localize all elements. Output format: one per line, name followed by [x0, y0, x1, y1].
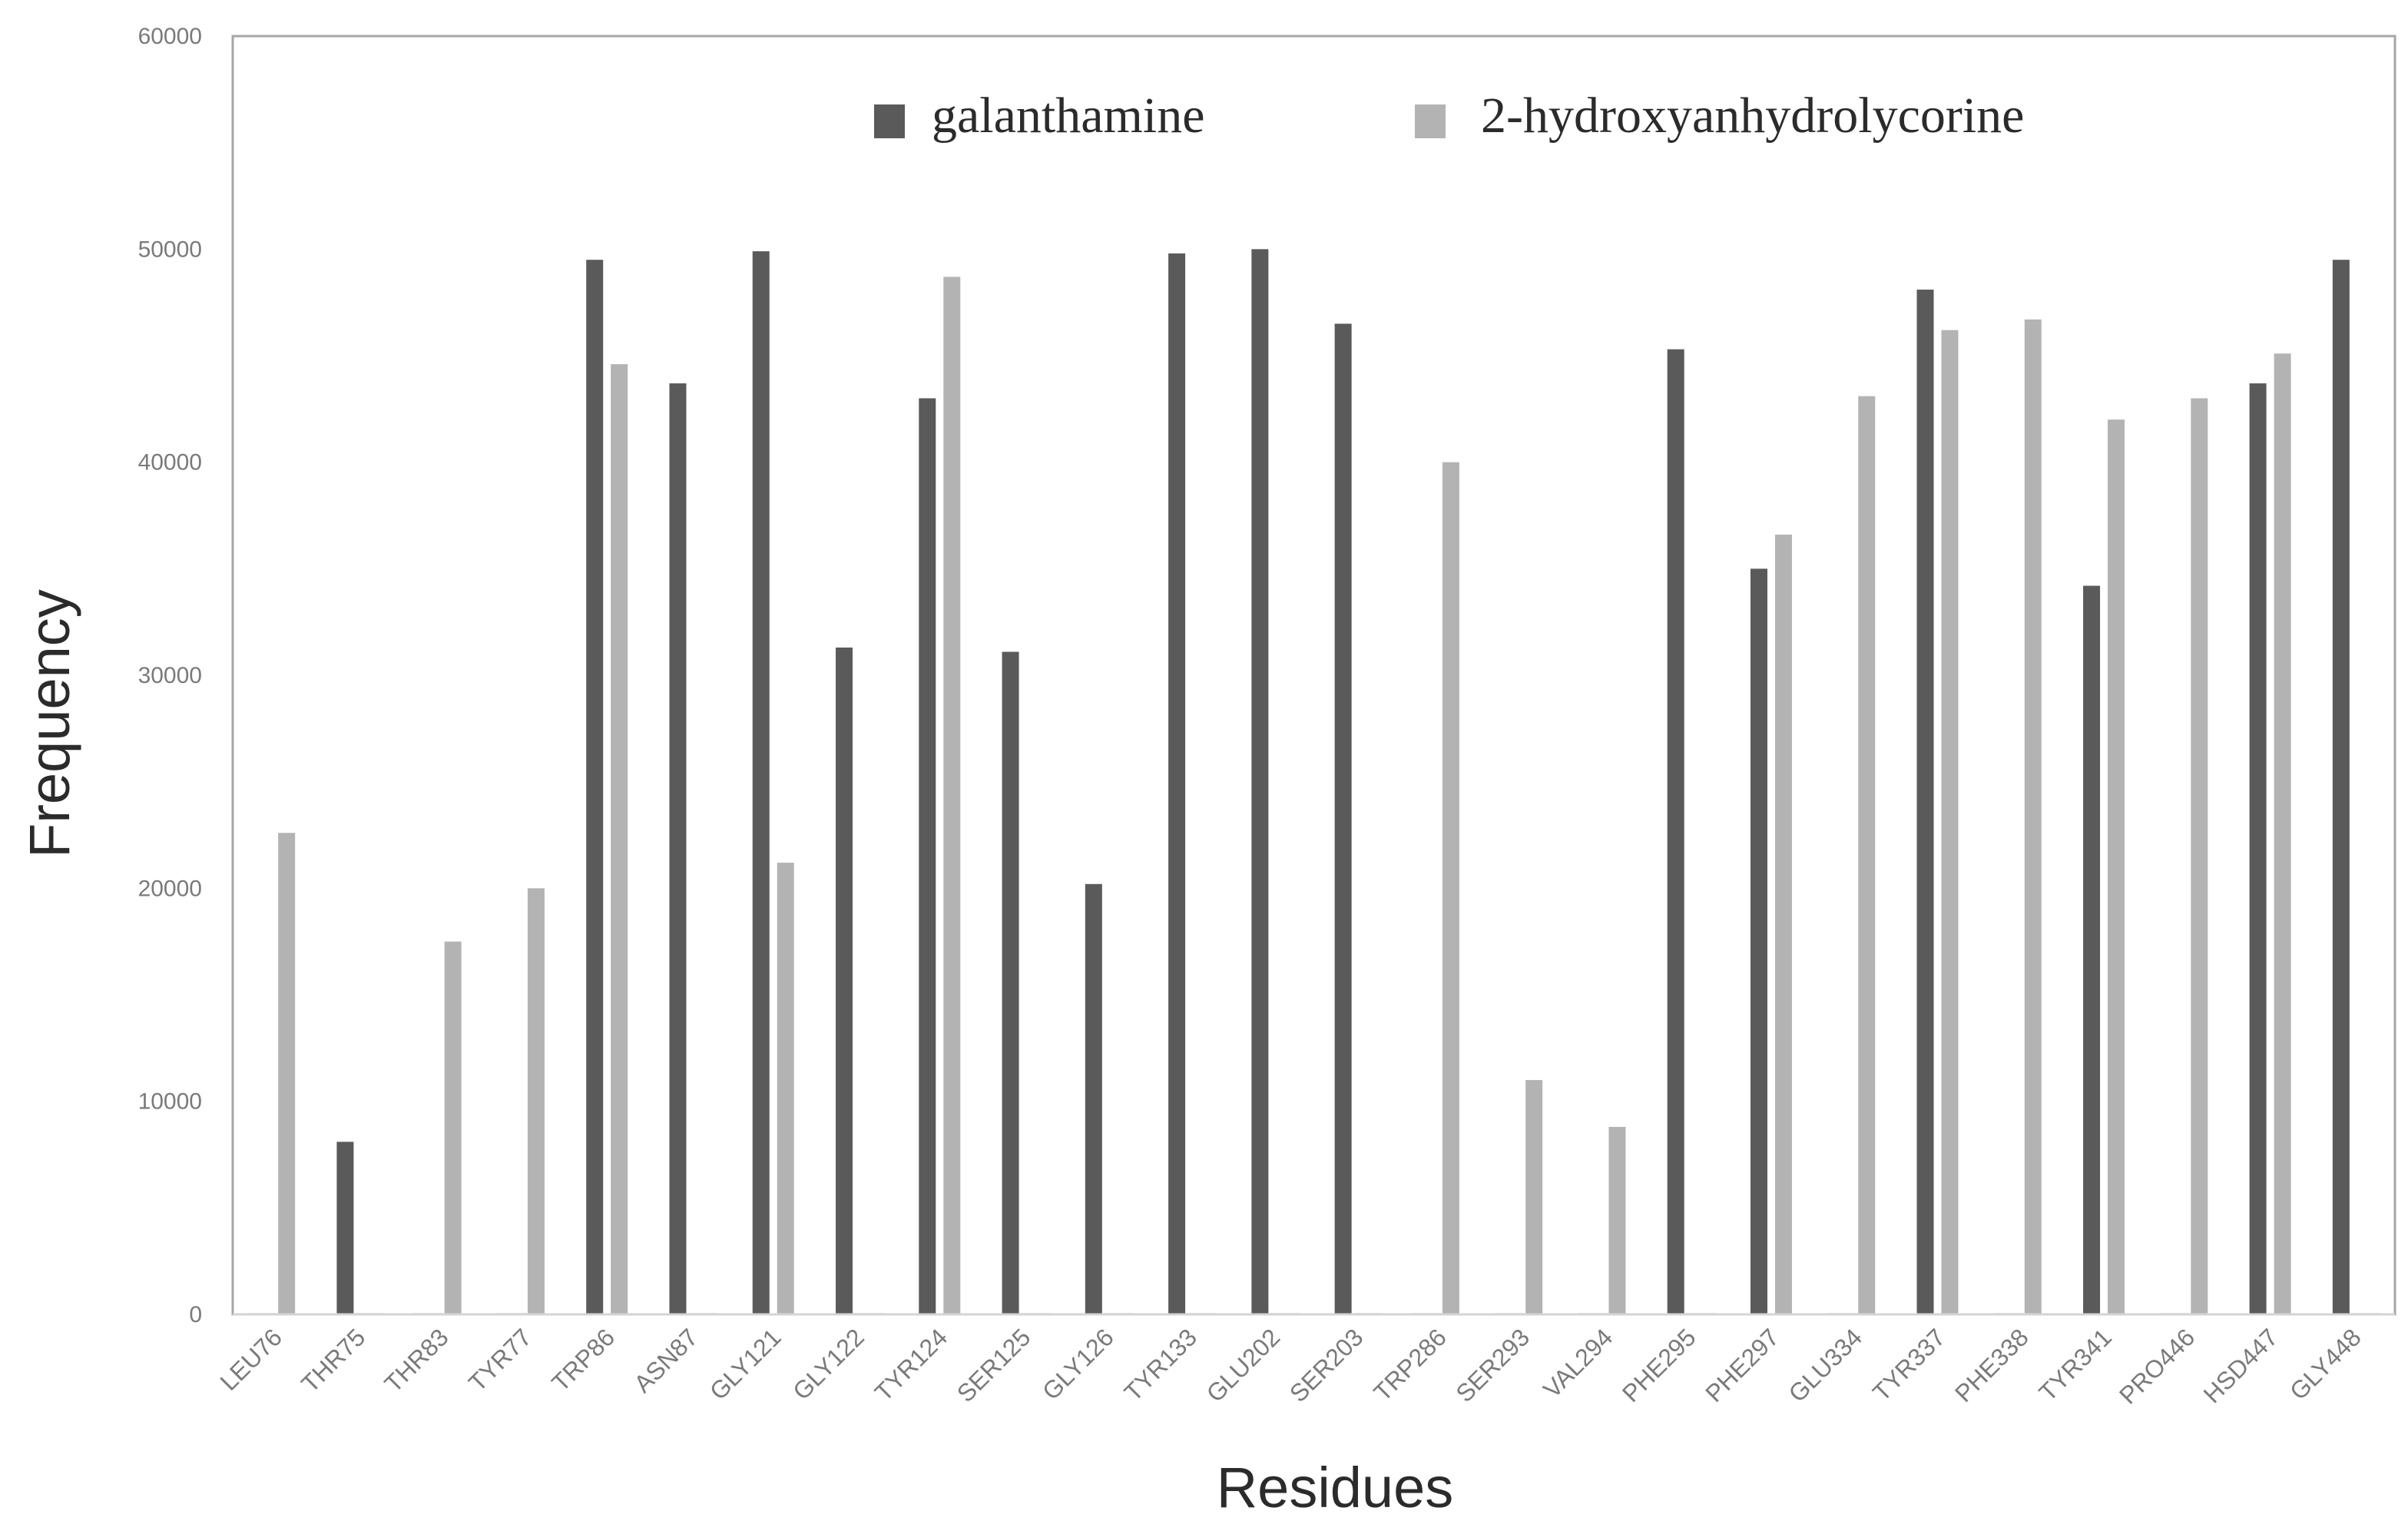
bar-2-hydroxyanhydrolycorine-TYR77: [527, 888, 545, 1314]
y-tick-label: 50000: [138, 237, 202, 262]
y-tick-label: 20000: [138, 876, 202, 901]
y-tick-label: 60000: [138, 24, 202, 49]
x-tick-label: TYR133: [1119, 1323, 1202, 1406]
x-tick-label: HSD447: [2198, 1323, 2284, 1408]
bar-2-hydroxyanhydrolycorine-PHE338: [2024, 319, 2042, 1315]
bar-galanthamine-TYR124: [919, 398, 936, 1314]
y-tick-label: 10000: [138, 1089, 202, 1115]
x-tick-label: SER125: [952, 1323, 1036, 1407]
bar-galanthamine-THR75: [336, 1142, 354, 1314]
x-tick-label: ASN87: [628, 1323, 703, 1397]
bar-galanthamine-GLY121: [752, 251, 770, 1314]
x-tick-label: THR75: [296, 1323, 370, 1397]
bar-2-hydroxyanhydrolycorine-GLY121: [777, 863, 794, 1314]
x-tick-label: PHE295: [1617, 1323, 1701, 1407]
y-tick-labels: 0 10000 20000 30000 40000 50000 60000: [138, 24, 202, 1327]
x-tick-label: TYR341: [2034, 1323, 2117, 1406]
plot-frame: [231, 35, 2396, 1316]
bar-galanthamine-PHE295: [1667, 349, 1684, 1315]
x-tick-label: GLY121: [704, 1323, 787, 1405]
bar-galanthamine-TYR337: [1916, 290, 1934, 1315]
bar-2-hydroxyanhydrolycorine-TYR124: [943, 277, 961, 1314]
y-tick-label: 40000: [138, 450, 202, 476]
bar-galanthamine-ASN87: [669, 383, 687, 1314]
bar-galanthamine-GLY122: [836, 647, 853, 1314]
bar-2-hydroxyanhydrolycorine-PRO446: [2191, 398, 2208, 1314]
bar-galanthamine-SER125: [1002, 651, 1019, 1314]
x-tick-label: GLY448: [2284, 1323, 2367, 1405]
bar-2-hydroxyanhydrolycorine-TYR341: [2108, 419, 2125, 1315]
x-tick-label: PRO446: [2114, 1323, 2200, 1409]
legend: galanthamine 2-hydroxyanhydrolycorine: [874, 88, 2024, 144]
bar-galanthamine-TYR341: [2083, 585, 2101, 1314]
bar-galanthamine-GLU202: [1251, 249, 1269, 1314]
legend-label-galanthamine: galanthamine: [932, 88, 1205, 144]
x-tick-label: TRP286: [1368, 1323, 1451, 1406]
x-tick-label: SER293: [1450, 1323, 1535, 1407]
x-tick-labels: LEU76 THR75 THR83 TYR77 TRP86 ASN87 GLY121 GLY1…: [214, 1323, 2366, 1409]
x-tick-label: THR83: [379, 1323, 453, 1397]
bar-galanthamine-SER203: [1334, 323, 1352, 1314]
bar-galanthamine-TYR133: [1168, 253, 1186, 1314]
legend-label-2-hydroxyanhydrolycorine: 2-hydroxyanhydrolycorine: [1481, 88, 2024, 144]
x-tick-label: TRP86: [546, 1323, 620, 1397]
x-tick-label: PHE297: [1700, 1323, 1784, 1407]
bar-2-hydroxyanhydrolycorine-TRP286: [1442, 462, 1459, 1314]
bar-2-hydroxyanhydrolycorine-GLU334: [1858, 396, 1876, 1314]
x-tick-label: TYR124: [869, 1323, 952, 1406]
bar-2-hydroxyanhydrolycorine-TYR337: [1941, 330, 1959, 1315]
bar-2-hydroxyanhydrolycorine-LEU76: [278, 833, 296, 1314]
y-tick-label: 0: [189, 1302, 202, 1327]
bar-2-hydroxyanhydrolycorine-SER293: [1525, 1079, 1543, 1314]
bar-2-hydroxyanhydrolycorine-THR83: [444, 941, 462, 1314]
x-tick-label: SER203: [1284, 1323, 1369, 1407]
bar-2-hydroxyanhydrolycorine-PHE297: [1774, 534, 1792, 1314]
x-tick-label: GLY126: [1037, 1323, 1119, 1405]
bar-2-hydroxyanhydrolycorine-TRP86: [611, 364, 628, 1315]
x-tick-label: GLY122: [787, 1323, 869, 1405]
legend-swatch-galanthamine: [874, 104, 905, 138]
x-tick-label: TYR337: [1867, 1323, 1950, 1406]
x-tick-label: GLU334: [1783, 1323, 1867, 1407]
bar-galanthamine-GLY126: [1085, 883, 1102, 1314]
legend-swatch-2-hydroxyanhydrolycorine: [1415, 104, 1446, 138]
bar-galanthamine-TRP86: [586, 260, 604, 1315]
bar-2-hydroxyanhydrolycorine-VAL294: [1608, 1126, 1626, 1314]
bars: [247, 249, 2380, 1315]
bar-galanthamine-GLY448: [2332, 260, 2350, 1315]
x-axis-title: Residues: [1217, 1456, 1454, 1519]
bar-2-hydroxyanhydrolycorine-HSD447: [2274, 353, 2291, 1314]
x-tick-label: LEU76: [214, 1323, 287, 1396]
x-tick-label: GLU202: [1201, 1323, 1286, 1407]
x-tick-label: TYR77: [463, 1323, 537, 1397]
bar-galanthamine-PHE297: [1750, 568, 1767, 1314]
bar-galanthamine-HSD447: [2249, 383, 2267, 1314]
y-tick-label: 30000: [138, 663, 202, 688]
x-tick-label: VAL294: [1538, 1323, 1618, 1403]
x-tick-label: PHE338: [1949, 1323, 2034, 1407]
y-axis-title: Frequency: [18, 589, 81, 858]
